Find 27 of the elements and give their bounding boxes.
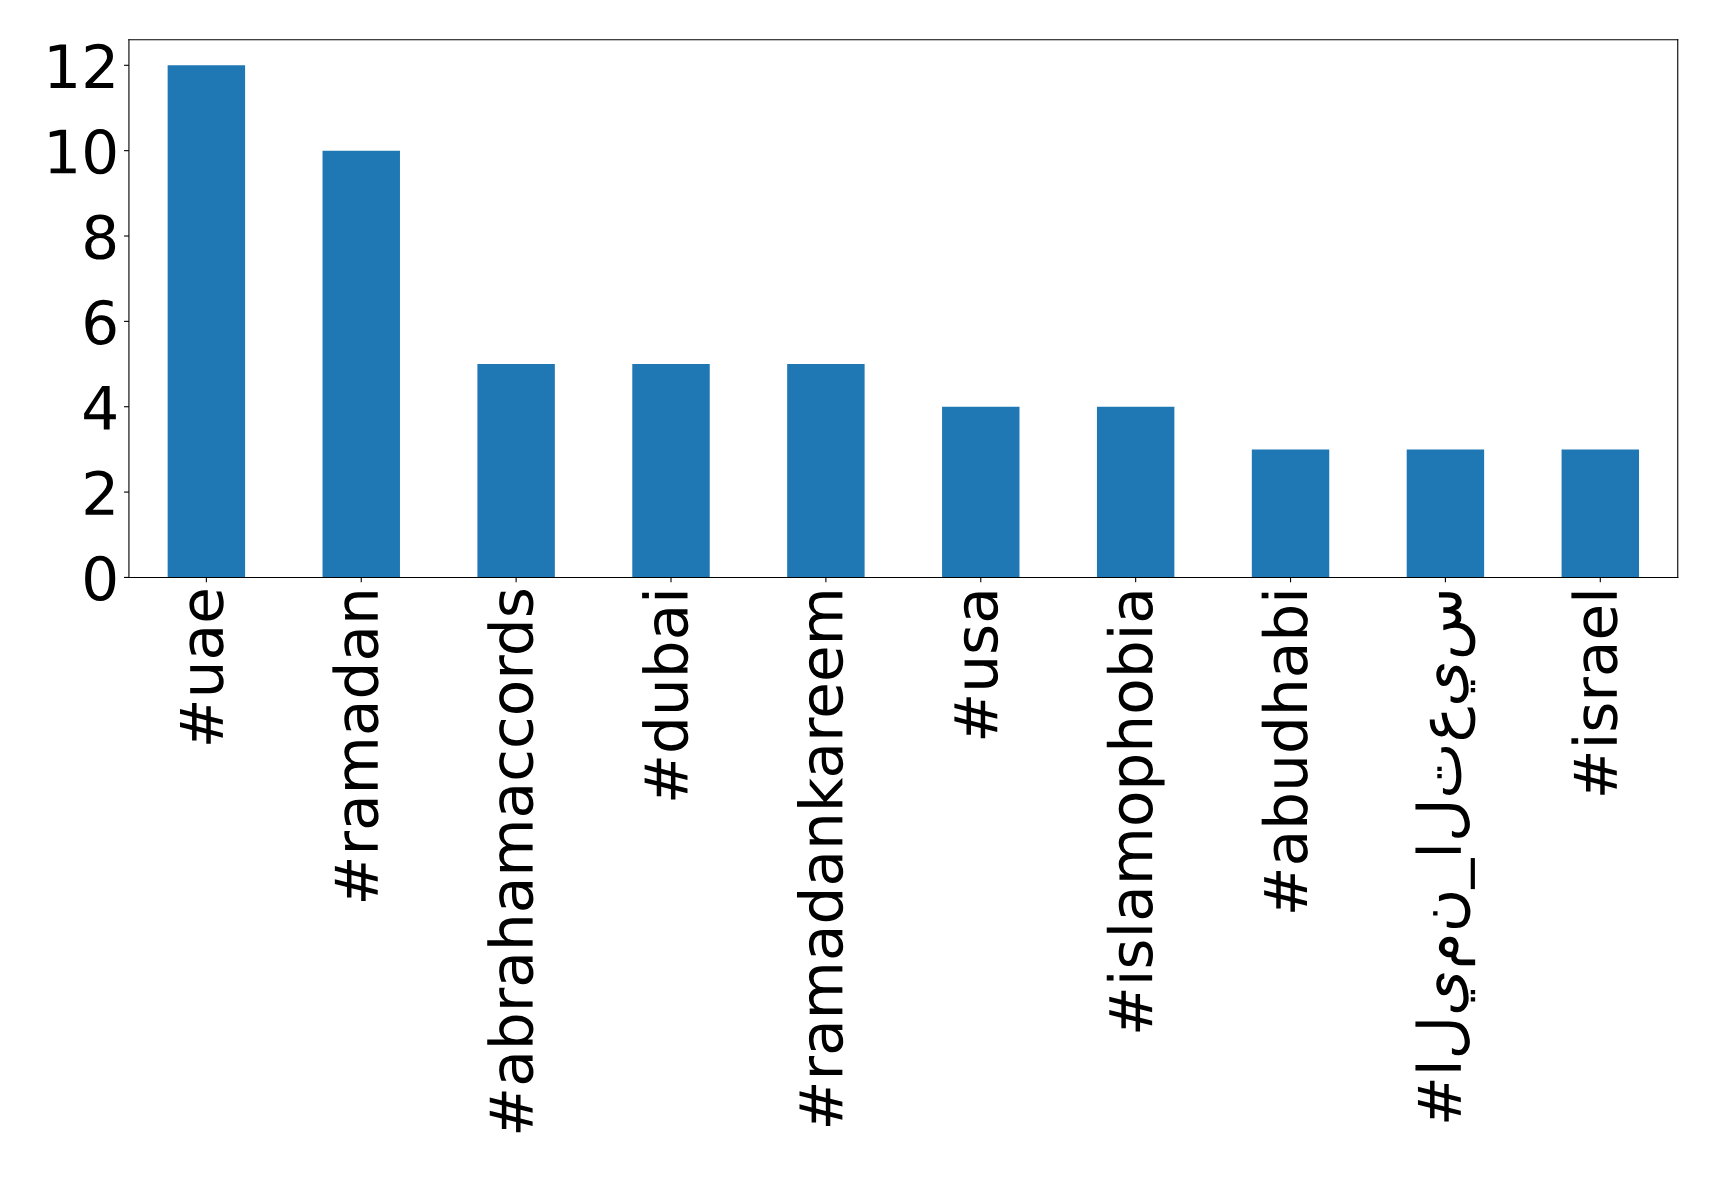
x-tick-label: #اليمن_التعيس bbox=[1415, 592, 1476, 1122]
bar bbox=[322, 150, 400, 578]
y-tick-label: 4 bbox=[84, 385, 116, 430]
x-tick-label: #usa bbox=[954, 592, 999, 739]
bar bbox=[787, 364, 865, 578]
bar bbox=[1096, 406, 1175, 578]
x-tick-label: #islamophobia bbox=[1106, 592, 1165, 1032]
y-tick-label: 8 bbox=[85, 214, 116, 260]
x-tick-label: #dubai bbox=[642, 592, 689, 800]
bar bbox=[942, 406, 1020, 578]
x-tick-label: #abudhabi bbox=[1261, 592, 1308, 912]
bar bbox=[1251, 449, 1330, 578]
bar bbox=[1561, 449, 1640, 578]
x-tick-label: #abrahamaccords bbox=[487, 590, 534, 1133]
bar bbox=[632, 364, 710, 578]
x-tick-label: #uae bbox=[179, 590, 224, 744]
y-tick-label: 10 bbox=[49, 129, 116, 175]
bar bbox=[1406, 449, 1485, 578]
y-tick-label: 2 bbox=[85, 470, 114, 515]
x-tick-label: #ramadankareem bbox=[796, 592, 844, 1126]
y-tick-label: 12 bbox=[49, 43, 114, 88]
y-tick-label: 6 bbox=[85, 299, 116, 345]
y-tick-label: 0 bbox=[85, 555, 116, 601]
bar bbox=[477, 364, 555, 578]
x-tick-label: #ramadan bbox=[332, 592, 379, 901]
bar bbox=[167, 65, 246, 578]
x-tick-label: #israel bbox=[1571, 592, 1618, 795]
